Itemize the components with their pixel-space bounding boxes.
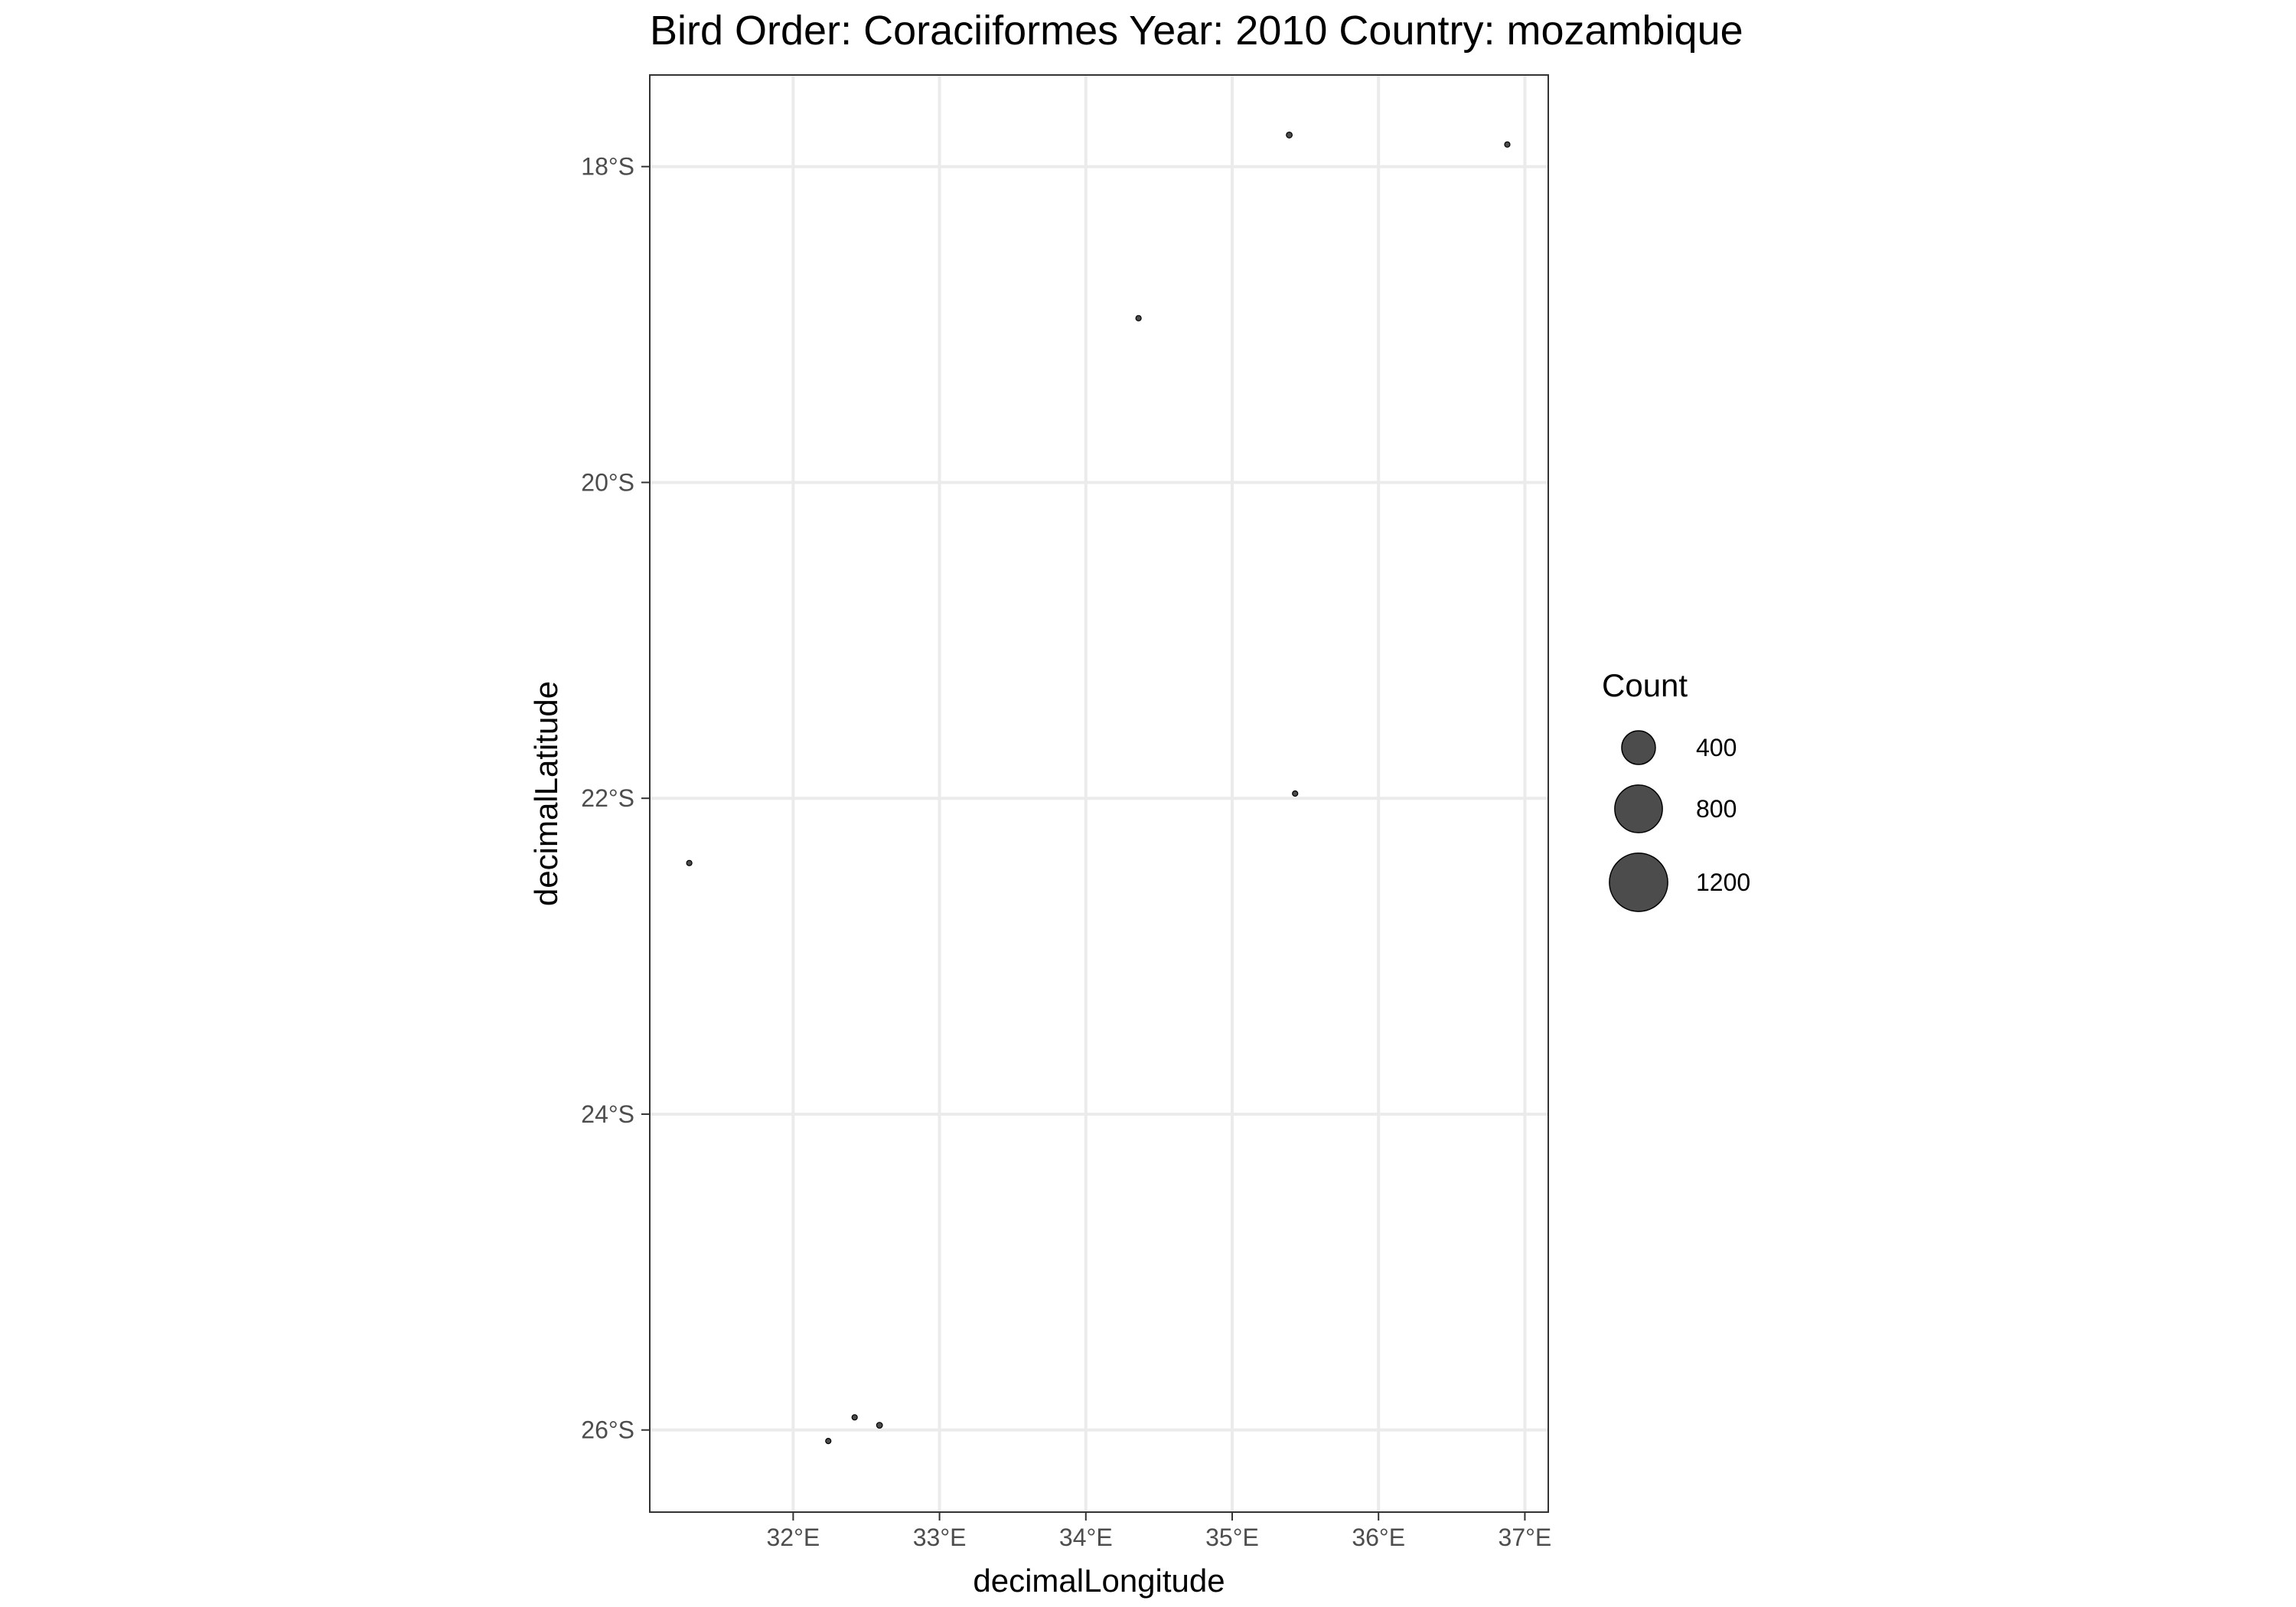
data-point xyxy=(686,859,693,866)
y-tick-label: 24°S xyxy=(581,1100,634,1128)
x-axis-ticks: 32°E 33°E 34°E 35°E 36°E 37°E xyxy=(767,1512,1552,1551)
y-axis-title: decimalLatitude xyxy=(528,681,564,906)
chart-title: Bird Order: Coraciiformes Year: 2010 Cou… xyxy=(650,8,1743,54)
legend-title: Count xyxy=(1602,667,1688,703)
legend-key-circle xyxy=(1614,784,1663,833)
data-point xyxy=(851,1414,858,1421)
data-point xyxy=(825,1438,832,1445)
x-tick-label: 33°E xyxy=(913,1524,967,1551)
legend-key-circle xyxy=(1621,730,1656,765)
y-tick-label: 18°S xyxy=(581,153,634,181)
grid-lines xyxy=(650,75,1548,1512)
legend: Count 400 800 1200 xyxy=(1602,667,1750,912)
plot-panel xyxy=(649,74,1549,1513)
x-tick-label: 37°E xyxy=(1499,1524,1552,1551)
data-points xyxy=(686,132,1511,1445)
x-tick-label: 36°E xyxy=(1352,1524,1405,1551)
y-tick-label: 26°S xyxy=(581,1416,634,1444)
legend-label: 800 xyxy=(1696,795,1737,823)
legend-label: 400 xyxy=(1696,734,1737,761)
x-tick-label: 32°E xyxy=(767,1524,820,1551)
y-axis-ticks: 18°S 20°S 22°S 24°S 26°S xyxy=(581,153,650,1444)
legend-key-circle xyxy=(1609,852,1668,912)
y-tick-label: 20°S xyxy=(581,468,634,496)
x-axis-title: decimalLongitude xyxy=(973,1563,1225,1599)
x-tick-label: 34°E xyxy=(1059,1524,1113,1551)
x-tick-label: 35°E xyxy=(1205,1524,1259,1551)
data-point xyxy=(876,1422,883,1429)
legend-label: 1200 xyxy=(1696,869,1750,896)
data-point xyxy=(1504,141,1511,148)
data-point xyxy=(1286,132,1293,139)
data-point xyxy=(1292,790,1299,797)
y-tick-label: 22°S xyxy=(581,784,634,812)
data-point xyxy=(1135,315,1142,321)
